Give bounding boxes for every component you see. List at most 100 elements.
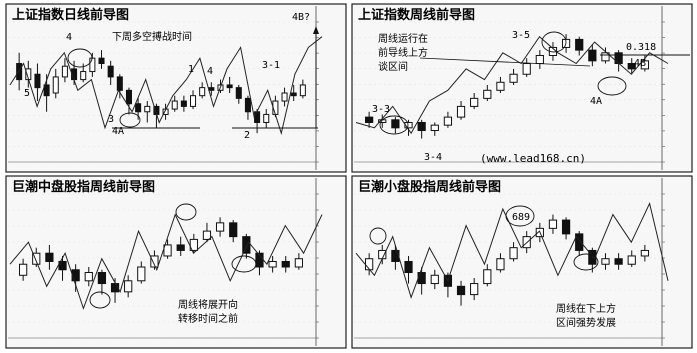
candle-body <box>430 124 439 132</box>
candle-body <box>483 269 492 285</box>
annotation-text: 周线运行在 <box>378 32 428 45</box>
candle-body <box>180 100 187 107</box>
wave-label: 3-5 <box>512 30 530 41</box>
candle-body <box>98 57 105 65</box>
annotation-circle <box>541 31 567 53</box>
candle-body <box>208 87 215 91</box>
candle-body <box>535 54 544 65</box>
candle-body <box>244 97 251 113</box>
candle-body <box>32 252 41 265</box>
candle-body <box>281 260 290 268</box>
candle-body <box>263 113 270 123</box>
lead-line <box>355 201 669 299</box>
candle-body <box>483 89 492 99</box>
wave-label: 4 <box>207 66 213 77</box>
website-label: (www.lead168.cn) <box>480 152 586 165</box>
candle-body <box>202 230 212 240</box>
candle-body <box>561 219 571 235</box>
candle-body <box>614 52 623 65</box>
candle-body <box>548 219 558 229</box>
wave-label: 4B <box>634 58 646 69</box>
candle-body <box>365 116 374 123</box>
candle-body <box>163 244 172 257</box>
panel-frame <box>351 3 693 173</box>
candle-body <box>640 249 649 257</box>
candle-body <box>443 116 453 126</box>
candle-body <box>575 233 584 251</box>
candle-body <box>84 272 93 282</box>
candle-body <box>509 73 518 83</box>
candle-body <box>614 258 623 265</box>
wave-label: 3 <box>108 114 114 125</box>
candle-body <box>456 105 466 118</box>
candle-body <box>190 95 197 107</box>
lead-line <box>9 36 323 136</box>
candle-body <box>254 111 261 123</box>
wave-label: 1 <box>188 64 194 75</box>
annotation-text: 下周多空搏战时间 <box>112 30 192 43</box>
candle-body <box>456 285 466 296</box>
candle-body <box>627 255 636 265</box>
candle-body <box>404 121 413 129</box>
chart-title: 上证指数周线前导图 <box>358 7 475 23</box>
wave-label: 3-1 <box>262 60 280 71</box>
annotation-circle <box>505 205 535 227</box>
candle-body <box>290 92 297 97</box>
candle-body <box>391 119 400 129</box>
candle-body <box>404 260 413 274</box>
candle-body <box>215 222 225 232</box>
candle-body <box>61 65 68 78</box>
annotation-text: 周线将展开向 <box>178 298 238 311</box>
candle-body <box>235 87 242 99</box>
lead-line <box>9 213 323 310</box>
candle-body <box>16 63 23 81</box>
candle-body <box>601 258 610 265</box>
annotation-circle <box>231 255 257 273</box>
candle-body <box>97 272 107 285</box>
candle-body <box>470 283 479 296</box>
candle-body <box>294 258 303 268</box>
arrow-head <box>313 26 319 34</box>
annotation-label: 4B? <box>292 12 310 23</box>
lead-line <box>355 35 669 135</box>
annotation-label: 0.318 <box>626 42 656 53</box>
candle-body <box>522 63 531 75</box>
candle-body <box>268 260 277 268</box>
candle-body <box>299 84 306 97</box>
candle-body <box>150 255 159 268</box>
candle-body <box>135 103 142 113</box>
candle-body <box>189 238 198 251</box>
candle-body <box>171 100 178 110</box>
candle-body <box>242 236 251 254</box>
candle-body <box>640 60 649 70</box>
annotation-circle <box>175 203 197 221</box>
candle-body <box>43 84 50 97</box>
wave-label: 4A <box>112 126 124 137</box>
candle-body <box>176 244 185 251</box>
candle-body <box>391 249 400 262</box>
panel-frame <box>5 3 347 173</box>
candle-body <box>107 65 114 78</box>
candle-body <box>496 258 505 271</box>
candle-body <box>226 84 233 89</box>
annotation-text: 区间强势发展 <box>556 316 616 329</box>
candle-body <box>588 49 597 62</box>
chart-title: 上证指数日线前导图 <box>12 7 129 23</box>
wave-label: 689 <box>512 212 530 223</box>
candle-body <box>125 89 132 105</box>
candle-body <box>496 81 505 91</box>
candle-body <box>34 73 41 89</box>
candle-body <box>430 274 439 285</box>
candle-body <box>52 76 59 94</box>
annotation-circle <box>379 115 409 135</box>
candle-body <box>124 280 133 293</box>
candle-body <box>137 266 146 282</box>
annotation-line <box>419 57 591 67</box>
candle-body <box>601 52 610 62</box>
candle-body <box>199 87 206 97</box>
candle-body <box>80 71 87 81</box>
chart-title: 巨潮中盘股指周线前导图 <box>12 179 155 195</box>
annotation-text: 周线在下上方 <box>556 302 616 315</box>
annotation-text: 谈区间 <box>378 60 408 73</box>
